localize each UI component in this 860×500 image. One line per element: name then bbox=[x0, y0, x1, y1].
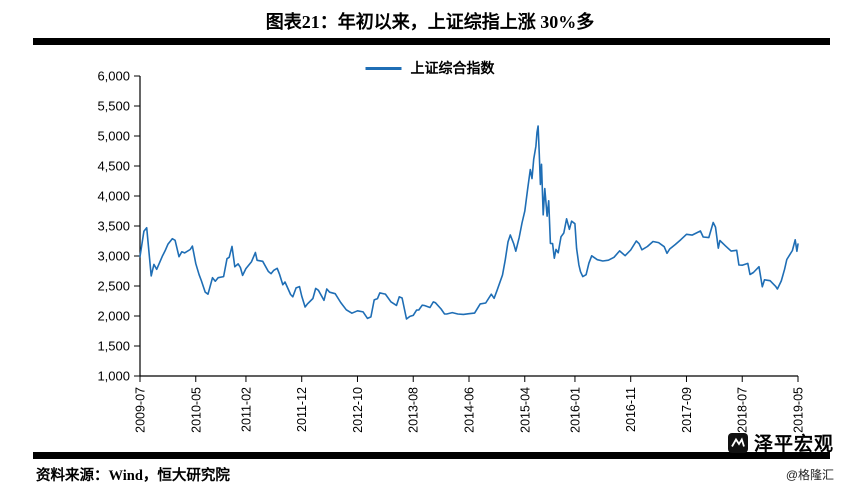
top-rule bbox=[33, 38, 830, 45]
svg-text:5,500: 5,500 bbox=[97, 99, 130, 114]
line-chart: 6,000 5,500 5,000 4,500 4,000 3,500 3,000 2,500… bbox=[97, 69, 806, 433]
chart-legend: 上证综合指数 bbox=[365, 58, 495, 78]
svg-text:2,500: 2,500 bbox=[97, 279, 130, 294]
watermark-brand: 泽平宏观 bbox=[753, 434, 834, 455]
watermark-handle: @格隆汇 bbox=[785, 468, 834, 482]
svg-text:2015-04: 2015-04 bbox=[518, 387, 532, 433]
watermark: 泽平宏观 @格隆汇 bbox=[727, 429, 834, 483]
legend-line-swatch bbox=[365, 66, 402, 70]
chart-title: 图表21：年初以来，上证综指上涨 30%多 bbox=[265, 12, 595, 32]
svg-text:2016-01: 2016-01 bbox=[568, 387, 582, 433]
svg-text:6,000: 6,000 bbox=[97, 69, 130, 84]
svg-text:4,000: 4,000 bbox=[97, 189, 130, 204]
svg-text:2009-07: 2009-07 bbox=[134, 387, 148, 433]
svg-text:2019-05: 2019-05 bbox=[792, 387, 806, 433]
legend-label: 上证综合指数 bbox=[410, 60, 495, 76]
svg-text:2011-02: 2011-02 bbox=[239, 387, 253, 432]
watermark-brand-row: 泽平宏观 bbox=[727, 429, 834, 456]
chart-area: 6,000 5,500 5,000 4,500 4,000 3,500 3,000 2,500… bbox=[0, 46, 860, 448]
svg-text:3,000: 3,000 bbox=[97, 249, 130, 264]
svg-text:5,000: 5,000 bbox=[97, 129, 130, 144]
svg-text:2018-07: 2018-07 bbox=[736, 387, 750, 433]
svg-text:2010-05: 2010-05 bbox=[189, 387, 203, 433]
svg-text:2012-10: 2012-10 bbox=[351, 387, 365, 433]
svg-text:2017-09: 2017-09 bbox=[680, 387, 694, 433]
bottom-rule bbox=[33, 452, 830, 459]
svg-text:3,500: 3,500 bbox=[97, 219, 130, 234]
svg-text:1,500: 1,500 bbox=[97, 339, 130, 354]
svg-text:2014-06: 2014-06 bbox=[463, 387, 477, 433]
svg-text:4,500: 4,500 bbox=[97, 159, 130, 174]
svg-text:2011-12: 2011-12 bbox=[295, 387, 309, 432]
svg-text:2013-08: 2013-08 bbox=[407, 387, 421, 433]
watermark-logo-icon bbox=[727, 432, 748, 453]
svg-text:2016-11: 2016-11 bbox=[624, 387, 638, 432]
source-note: 资料来源：Wind，恒大研究院 bbox=[36, 468, 230, 484]
svg-text:2,000: 2,000 bbox=[97, 309, 130, 324]
svg-text:1,000: 1,000 bbox=[97, 369, 130, 384]
